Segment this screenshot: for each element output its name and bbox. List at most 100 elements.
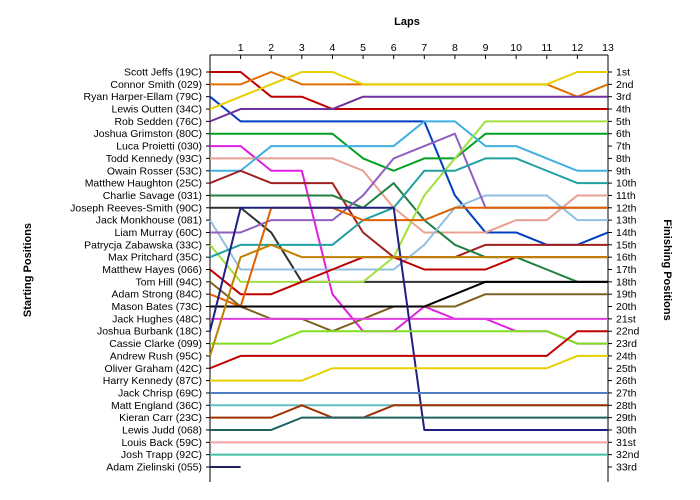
finishing-position-label: 2nd (616, 79, 634, 91)
starting-driver-label: Cassie Clarke (099) (109, 338, 202, 350)
right-axis-title: Finishing Positions (661, 219, 673, 320)
starting-driver-label: Adam Strong (84C) (112, 289, 202, 301)
starting-driver-label: Adam Zielinski (055) (106, 462, 202, 474)
starting-driver-label: Luca Proietti (030) (116, 141, 202, 153)
starting-driver-label: Scott Jeffs (19C) (124, 67, 202, 79)
finishing-position-label: 25th (616, 363, 637, 375)
driver-series-line (210, 280, 608, 308)
driver-series-line (209, 243, 608, 357)
driver-series-line (209, 95, 609, 246)
finishing-position-label: 32nd (616, 449, 640, 461)
lap-label: 9 (483, 42, 489, 54)
driver-series-line (210, 71, 608, 111)
starting-driver-label: Todd Kennedy (93C) (106, 153, 202, 165)
starting-driver-label: Ryan Harper-Ellam (79C) (84, 91, 202, 103)
lap-label: 10 (510, 42, 522, 54)
driver-series-line (209, 330, 608, 370)
starting-driver-label: Jack Monkhouse (081) (96, 215, 202, 227)
series-lines (209, 71, 609, 468)
finishing-position-label: 5th (616, 116, 631, 128)
driver-series-line (210, 416, 608, 431)
driver-series-line (209, 120, 608, 283)
finishing-position-labels: 1st2nd3rd4th5th6th7th8th9th10th11th12th1… (616, 67, 640, 474)
starting-driver-label: Jack Chrisp (69C) (118, 387, 202, 399)
starting-driver-label: Jack Hughes (48C) (112, 313, 202, 325)
finishing-position-label: 19th (616, 289, 637, 301)
finishing-position-label: 33rd (616, 462, 637, 474)
finishing-position-label: 16th (616, 252, 637, 264)
driver-series-line (209, 71, 608, 110)
driver-series-line (210, 182, 608, 283)
lap-labels: 1 2 3 4 5 6 7 8 9 10 11 12 13 (238, 42, 614, 54)
finishing-position-label: 17th (616, 264, 637, 276)
starting-driver-label: Matthew Hayes (066) (102, 264, 202, 276)
left-axis-title: Starting Positions (22, 223, 34, 317)
finishing-position-label: 3rd (616, 91, 631, 103)
starting-driver-label: Tom Hill (94C) (135, 276, 202, 288)
lap-label: 12 (572, 42, 584, 54)
lap-label: 6 (391, 42, 397, 54)
starting-position-labels: Scott Jeffs (19C)Connor Smith (029)Ryan … (70, 67, 202, 474)
starting-driver-label: Andrew Rush (95C) (110, 350, 202, 362)
finishing-position-label: 1st (616, 67, 630, 79)
driver-series-line (210, 404, 608, 419)
starting-driver-label: Oliver Graham (42C) (105, 363, 202, 375)
finishing-position-label: 8th (616, 153, 631, 165)
finishing-position-label: 18th (616, 276, 637, 288)
starting-driver-label: Joshua Grimston (80C) (93, 128, 202, 140)
axis-lines (206, 54, 612, 482)
finishing-position-label: 22nd (616, 326, 640, 338)
starting-driver-label: Josh Trapp (92C) (121, 449, 202, 461)
finishing-position-label: 27th (616, 387, 637, 399)
starting-driver-label: Kieran Carr (23C) (119, 412, 202, 424)
finishing-position-label: 20th (616, 301, 637, 313)
finishing-position-label: 29th (616, 412, 637, 424)
starting-driver-label: Lewis Judd (068) (122, 424, 202, 436)
finishing-position-label: 21st (616, 313, 636, 325)
finishing-position-label: 6th (616, 128, 631, 140)
finishing-position-label: 14th (616, 227, 637, 239)
starting-driver-label: Charlie Savage (031) (103, 190, 202, 202)
starting-driver-label: Owain Rosser (53C) (107, 165, 202, 177)
lap-label: 8 (452, 42, 458, 54)
finishing-position-label: 12th (616, 202, 637, 214)
starting-driver-label: Joshua Burbank (18C) (97, 326, 202, 338)
driver-series-line (210, 354, 608, 382)
finishing-position-label: 9th (616, 165, 631, 177)
starting-driver-label: Harry Kennedy (87C) (103, 375, 202, 387)
finishing-position-label: 31st (616, 437, 636, 449)
starting-driver-label: Lewis Outten (34C) (112, 104, 202, 116)
starting-driver-label: Patrycja Zabawska (33C) (84, 239, 202, 251)
driver-series-line (209, 206, 608, 431)
finishing-position-label: 4th (616, 104, 631, 116)
finishing-position-label: 15th (616, 239, 637, 251)
finishing-position-label: 26th (616, 375, 637, 387)
driver-series-line (210, 132, 608, 172)
starting-driver-label: Rob Sedden (76C) (114, 116, 202, 128)
starting-driver-label: Max Pritchard (35C) (108, 252, 202, 264)
lap-label: 2 (268, 42, 274, 54)
driver-series-line (209, 157, 608, 259)
driver-series-line (210, 120, 608, 172)
finishing-position-label: 7th (616, 141, 631, 153)
finishing-position-label: 28th (616, 400, 637, 412)
finishing-position-label: 13th (616, 215, 637, 227)
lap-label: 5 (360, 42, 366, 54)
starting-driver-label: Matthew Haughton (25C) (85, 178, 202, 190)
starting-driver-label: Connor Smith (029) (110, 79, 202, 91)
lap-label: 13 (602, 42, 614, 54)
top-axis-title: Laps (394, 16, 420, 28)
finishing-position-label: 10th (616, 178, 637, 190)
finishing-position-label: 24th (616, 350, 637, 362)
starting-driver-label: Joseph Reeves-Smith (90C) (70, 202, 202, 214)
lap-label: 4 (330, 42, 336, 54)
driver-series-line (209, 95, 608, 123)
starting-driver-label: Louis Back (59C) (121, 437, 202, 449)
finishing-position-label: 11th (616, 190, 636, 202)
driver-series-line (209, 256, 608, 296)
lap-label: 7 (421, 42, 427, 54)
finishing-position-label: 23rd (616, 338, 637, 350)
starting-driver-label: Liam Murray (60C) (114, 227, 202, 239)
